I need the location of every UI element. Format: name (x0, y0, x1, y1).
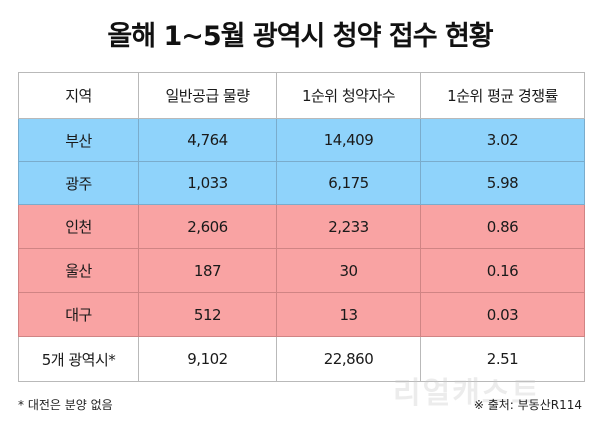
table-row: 대구 512 13 0.03 (18, 292, 585, 337)
table-header-row: 지역 일반공급 물량 1순위 청약자수 1순위 평균 경쟁률 (18, 72, 585, 119)
cell-region: 인천 (18, 204, 139, 249)
cell-applicants: 2,233 (276, 204, 421, 249)
cell-ratio: 0.16 (420, 248, 585, 293)
cell-supply: 512 (138, 292, 277, 337)
table-row: 광주 1,033 6,175 5.98 (18, 161, 585, 205)
cell-region: 광주 (18, 161, 139, 205)
cell-applicants: 14,409 (276, 118, 421, 162)
source-note: ※ 출처: 부동산R114 (473, 398, 582, 412)
header-region: 지역 (18, 72, 139, 119)
footnote: * 대전은 분양 없음 (18, 398, 113, 412)
watermark-logo: 리얼캐스트 (393, 376, 541, 411)
cell-region: 부산 (18, 118, 139, 162)
header-ratio: 1순위 평균 경쟁률 (420, 72, 585, 119)
cell-supply: 187 (138, 248, 277, 293)
table-total-row: 5개 광역시* 9,102 22,860 2.51 (18, 336, 585, 382)
cell-ratio: 0.86 (420, 204, 585, 249)
table-row: 울산 187 30 0.16 (18, 248, 585, 293)
cell-supply: 9,102 (138, 336, 277, 382)
cell-supply: 4,764 (138, 118, 277, 162)
cell-ratio: 5.98 (420, 161, 585, 205)
page-title: 올해 1~5월 광역시 청약 접수 현황 (107, 21, 493, 52)
cell-applicants: 30 (276, 248, 421, 293)
cell-ratio: 2.51 (420, 336, 585, 382)
cell-applicants: 13 (276, 292, 421, 337)
header-supply: 일반공급 물량 (138, 72, 277, 119)
cell-applicants: 6,175 (276, 161, 421, 205)
table-row: 인천 2,606 2,233 0.86 (18, 204, 585, 249)
header-applicants: 1순위 청약자수 (276, 72, 421, 119)
cell-ratio: 0.03 (420, 292, 585, 337)
table-row: 부산 4,764 14,409 3.02 (18, 118, 585, 162)
cell-region: 울산 (18, 248, 139, 293)
cell-supply: 2,606 (138, 204, 277, 249)
cell-ratio: 3.02 (420, 118, 585, 162)
cell-applicants: 22,860 (276, 336, 421, 382)
cell-region: 5개 광역시* (18, 336, 139, 382)
cell-supply: 1,033 (138, 161, 277, 205)
subscription-table: 지역 일반공급 물량 1순위 청약자수 1순위 평균 경쟁률 부산 4,764 … (18, 72, 585, 382)
cell-region: 대구 (18, 292, 139, 337)
